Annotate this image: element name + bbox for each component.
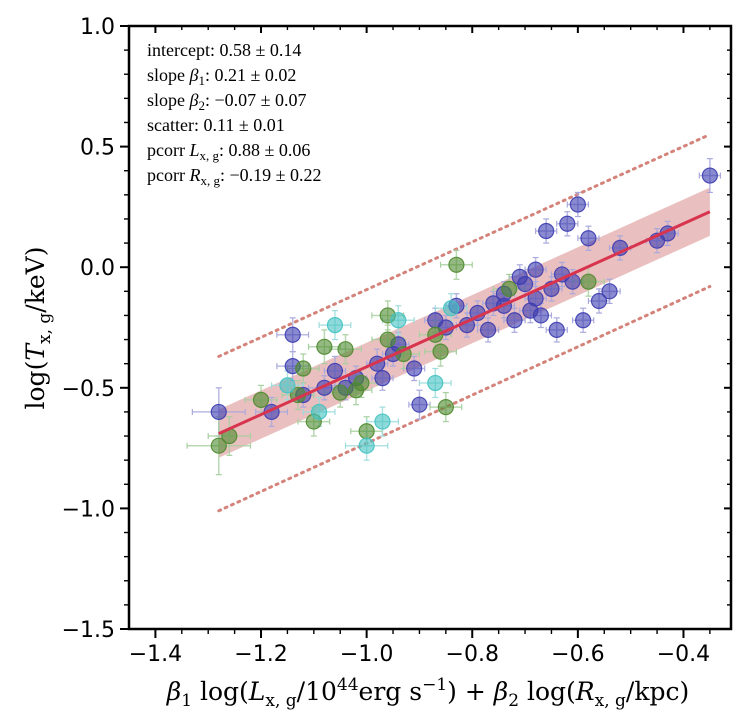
annotation-intercept: intercept: 0.58 ± 0.14 [147, 40, 301, 60]
x-tick-label-2: −1.0 [340, 642, 393, 667]
ticks [120, 25, 731, 638]
plot-frame [127, 24, 733, 631]
point-green-16 [501, 280, 518, 298]
point-navy-10 [374, 370, 391, 387]
point-green-6 [337, 341, 354, 358]
point-navy-31 [548, 321, 565, 339]
y-tick-label-3: 0.0 [80, 256, 115, 281]
tick-labels: −1.4 −1.2 −1.0 −0.8 −0.6 −0.4 −1.5 −1.0 −0.5 0.0 0… [62, 15, 711, 667]
point-navy-2 [284, 326, 301, 343]
outer-scatter-lines [217, 133, 712, 513]
annotation-pcorr-r: pcorr Rx, g: −0.19 ± 0.22 [147, 165, 322, 188]
point-cyan-6 [427, 374, 444, 392]
point-navy-37 [590, 292, 608, 310]
fit-line [218, 210, 711, 435]
point-cyan-7 [443, 300, 460, 317]
point-navy-23 [506, 312, 523, 329]
annotation-pcorr-l: pcorr Lx, g: 0.88 ± 0.06 [147, 140, 310, 163]
annotation-slope-b1: slope β1: 0.21 ± 0.02 [147, 65, 296, 88]
point-green-17 [580, 273, 597, 290]
point-navy-36 [580, 230, 597, 247]
x-tick-label-1: −1.2 [234, 642, 287, 667]
point-cyan-5 [390, 312, 407, 329]
x-tick-label-4: −0.6 [551, 642, 604, 667]
point-green-11 [379, 331, 396, 348]
point-navy-35 [575, 312, 592, 329]
x-tick-label-5: −0.4 [657, 642, 710, 667]
point-cyan-2 [326, 316, 344, 334]
point-navy-6 [326, 362, 344, 380]
point-green-19 [332, 384, 349, 401]
y-tick-label-0: −1.5 [62, 618, 115, 643]
fit-line-group [218, 210, 711, 435]
outer-lower-line [217, 284, 712, 513]
y-tick-label-5: 1.0 [80, 15, 115, 40]
point-navy-42 [701, 167, 718, 184]
y-tick-label-2: −0.5 [62, 377, 115, 402]
point-navy-13 [406, 360, 423, 377]
outer-upper-line [217, 133, 712, 358]
point-navy-34 [569, 196, 586, 213]
point-green-13 [432, 343, 449, 360]
point-green-5 [316, 338, 333, 355]
point-navy-20 [479, 321, 497, 339]
point-green-2 [252, 391, 270, 408]
point-navy-38 [601, 283, 618, 300]
point-navy-32 [559, 215, 576, 232]
annotation-scatter: scatter: 0.11 ± 0.01 [147, 115, 285, 135]
point-green-8 [353, 374, 370, 392]
point-green-18 [295, 360, 312, 377]
point-cyan-3 [358, 437, 375, 454]
point-green-15 [448, 256, 465, 273]
point-cyan-0 [279, 377, 296, 394]
point-navy-28 [532, 307, 549, 324]
point-green-9 [358, 423, 375, 440]
point-cyan-4 [374, 413, 391, 430]
point-navy-29 [538, 222, 555, 240]
y-tick-label-1: −1.0 [62, 497, 115, 522]
annotation-box: intercept: 0.58 ± 0.14 slope β1: 0.21 ± … [147, 40, 322, 188]
x-tick-label-0: −1.4 [129, 642, 182, 667]
y-axis-label: log(Tx, g/keV) [21, 247, 55, 410]
point-green-14 [437, 398, 454, 416]
point-navy-0 [210, 403, 227, 421]
point-navy-25 [516, 275, 534, 293]
annotation-slope-b2: slope β2: −0.07 ± 0.07 [147, 90, 307, 113]
point-navy-14 [411, 396, 428, 413]
y-tick-label-4: 0.5 [80, 136, 115, 161]
point-green-0 [210, 437, 227, 454]
x-tick-label-3: −0.8 [446, 642, 499, 667]
point-navy-27 [527, 261, 544, 278]
point-cyan-1 [311, 403, 328, 421]
x-axis-label: β1 log(Lx, g/1044erg s−1) + β2 log(Rx, g… [166, 675, 690, 711]
